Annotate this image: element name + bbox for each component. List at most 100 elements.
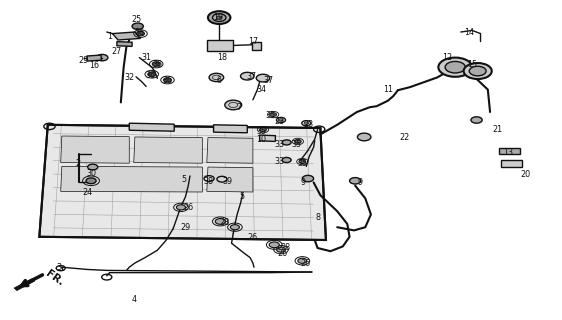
Polygon shape <box>214 125 247 133</box>
Text: 33: 33 <box>275 157 285 166</box>
Text: 29: 29 <box>180 223 191 232</box>
Polygon shape <box>14 278 35 291</box>
Circle shape <box>132 23 143 29</box>
Text: 36: 36 <box>146 71 156 80</box>
Polygon shape <box>499 148 520 154</box>
Text: 37: 37 <box>264 76 274 84</box>
Text: 34: 34 <box>256 85 266 94</box>
Circle shape <box>277 247 285 252</box>
Text: 10: 10 <box>256 135 266 144</box>
Circle shape <box>302 175 314 182</box>
Text: 16: 16 <box>89 61 99 70</box>
Circle shape <box>304 122 309 124</box>
Text: 31: 31 <box>141 53 151 62</box>
Text: 36: 36 <box>162 76 173 85</box>
Text: 13: 13 <box>504 148 514 156</box>
Text: 5: 5 <box>182 175 187 184</box>
Text: 29: 29 <box>78 56 88 65</box>
Text: 21: 21 <box>492 125 502 134</box>
Polygon shape <box>207 138 253 163</box>
Circle shape <box>230 225 239 230</box>
Text: 15: 15 <box>467 60 477 68</box>
Text: 35: 35 <box>292 140 302 148</box>
Text: 26: 26 <box>300 260 310 268</box>
Text: 14: 14 <box>464 28 474 36</box>
Polygon shape <box>117 42 132 46</box>
Polygon shape <box>129 123 174 131</box>
Circle shape <box>279 119 283 121</box>
Circle shape <box>294 140 301 143</box>
Circle shape <box>256 74 270 82</box>
Circle shape <box>357 133 371 141</box>
Polygon shape <box>260 135 275 141</box>
Circle shape <box>86 178 96 184</box>
Text: 30: 30 <box>86 169 96 178</box>
Text: 12: 12 <box>442 53 452 62</box>
Text: 36: 36 <box>134 28 144 37</box>
Circle shape <box>176 205 185 210</box>
Text: 24: 24 <box>82 188 92 197</box>
Circle shape <box>137 31 144 36</box>
Text: 38: 38 <box>203 177 213 186</box>
Circle shape <box>282 140 291 145</box>
Text: 35: 35 <box>256 127 266 136</box>
Circle shape <box>282 157 291 163</box>
Text: 28: 28 <box>280 243 291 252</box>
Text: 19: 19 <box>213 13 223 22</box>
Text: 26: 26 <box>277 249 287 258</box>
Polygon shape <box>39 125 326 240</box>
Text: 22: 22 <box>400 133 410 142</box>
Polygon shape <box>61 136 129 163</box>
Circle shape <box>270 113 277 116</box>
Circle shape <box>152 62 160 66</box>
Circle shape <box>216 16 222 19</box>
Text: 2: 2 <box>75 159 80 168</box>
Text: 27: 27 <box>112 47 122 56</box>
Text: 23: 23 <box>275 117 285 126</box>
Text: 18: 18 <box>217 53 227 62</box>
Circle shape <box>209 73 224 82</box>
Text: 26: 26 <box>248 233 258 242</box>
Text: 32: 32 <box>124 73 134 82</box>
Text: 20: 20 <box>520 170 531 179</box>
Circle shape <box>164 78 171 82</box>
Text: FR.: FR. <box>44 269 65 288</box>
Circle shape <box>97 54 108 61</box>
Polygon shape <box>87 55 101 61</box>
Text: 6: 6 <box>217 76 221 84</box>
Circle shape <box>208 11 230 24</box>
Circle shape <box>215 219 225 224</box>
Text: 35: 35 <box>266 111 276 120</box>
Circle shape <box>269 242 279 248</box>
Circle shape <box>260 128 266 132</box>
Text: 28: 28 <box>220 218 230 227</box>
Circle shape <box>438 58 472 77</box>
Circle shape <box>88 164 98 170</box>
Text: 1: 1 <box>107 32 112 41</box>
Text: 26: 26 <box>183 203 193 212</box>
Circle shape <box>241 72 254 80</box>
Text: 5: 5 <box>239 192 244 201</box>
Text: 25: 25 <box>131 15 141 24</box>
Text: 23: 23 <box>303 120 313 129</box>
Polygon shape <box>61 166 202 192</box>
Text: 39: 39 <box>223 177 233 186</box>
Polygon shape <box>134 137 202 163</box>
Text: 9: 9 <box>301 178 306 187</box>
Circle shape <box>148 72 156 76</box>
Polygon shape <box>501 160 522 167</box>
Circle shape <box>298 258 307 263</box>
Polygon shape <box>207 40 233 51</box>
Text: 35: 35 <box>297 159 307 168</box>
Circle shape <box>225 100 242 110</box>
Circle shape <box>464 63 492 79</box>
Text: 36: 36 <box>152 60 162 68</box>
Text: 9: 9 <box>357 178 362 187</box>
Text: 3: 3 <box>57 263 61 272</box>
Text: 17: 17 <box>248 37 258 46</box>
Polygon shape <box>207 167 253 192</box>
Text: 4: 4 <box>132 295 136 304</box>
Polygon shape <box>252 42 261 50</box>
Text: 8: 8 <box>315 213 320 222</box>
Circle shape <box>471 117 482 123</box>
